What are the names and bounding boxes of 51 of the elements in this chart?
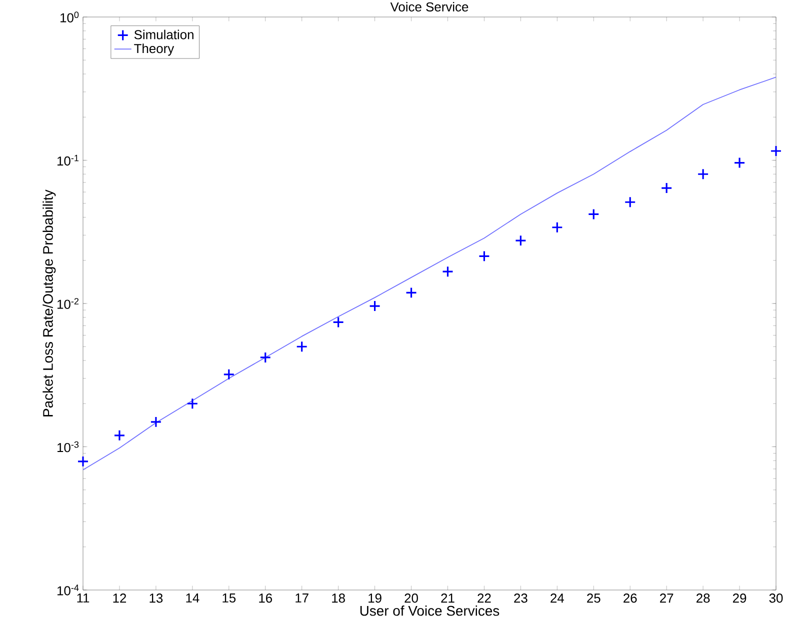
legend-label: Simulation — [134, 30, 194, 40]
point — [223, 368, 235, 380]
legend-label: Theory — [134, 44, 174, 56]
point — [551, 222, 563, 234]
y-tick-label: 10$^{-3}$ — [58, 441, 79, 452]
y-tick-label: 10$^{-1}$ — [58, 154, 79, 166]
x-tick-label: 12 — [113, 594, 126, 603]
x-tick-label: 13 — [150, 594, 163, 603]
x-tick-label: 30 — [769, 594, 783, 603]
x-tick-label: 14 — [186, 594, 200, 602]
point — [624, 196, 636, 208]
x-tick-label: 25 — [587, 594, 600, 603]
x-tick-label: 16 — [259, 594, 272, 603]
x-tick-label: 24 — [550, 594, 564, 603]
x-tick-label: 23 — [514, 594, 528, 603]
point — [770, 145, 782, 157]
point — [442, 266, 454, 278]
x-tick-label: 20 — [404, 594, 418, 603]
point — [114, 430, 126, 442]
y-tick-label: 10$^{-4}$ — [58, 584, 79, 596]
x-tick-label: 17 — [296, 594, 308, 602]
point — [734, 157, 746, 169]
x-tick-label: 18 — [332, 594, 345, 603]
point — [296, 340, 308, 352]
point — [588, 208, 600, 220]
y-tick-label: 10$^{-2}$ — [58, 298, 79, 309]
point — [186, 398, 198, 410]
point — [77, 456, 89, 468]
chart-title: Voice Service — [390, 2, 468, 12]
x-tick-label: 11 — [77, 594, 90, 602]
x-tick-label: 26 — [624, 594, 637, 603]
x-tick-label: 22 — [478, 594, 491, 603]
x-tick-label: 28 — [696, 594, 710, 603]
line-series — [83, 76, 776, 470]
x-tick-label: 21 — [441, 594, 454, 603]
point — [405, 286, 418, 298]
point — [260, 352, 272, 364]
point — [150, 416, 162, 428]
x-tick-label: 27 — [660, 594, 674, 603]
point — [369, 300, 381, 312]
y-axis-title: Packet Loss Rate/Outage Probability — [42, 190, 56, 416]
point — [478, 250, 490, 262]
x-axis-title: User of Voice Services — [360, 606, 500, 616]
point — [697, 168, 709, 180]
point — [514, 234, 526, 246]
x-tick-label: 19 — [368, 594, 382, 603]
x-tick-label: 29 — [732, 594, 746, 603]
point — [660, 182, 672, 194]
x-tick-label: 15 — [222, 594, 236, 603]
point — [332, 316, 344, 328]
y-tick-label: 10$^{0}$ — [60, 12, 79, 22]
